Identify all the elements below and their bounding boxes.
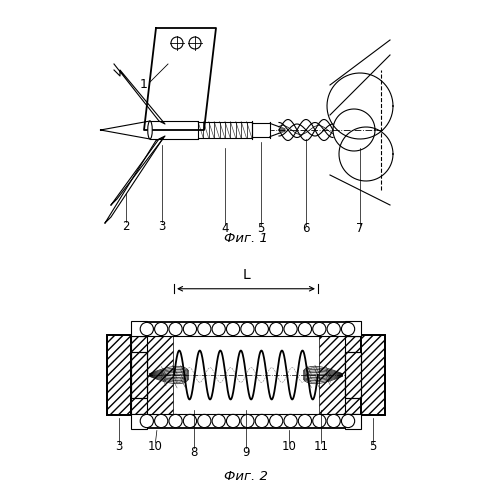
Circle shape: [298, 322, 311, 336]
Circle shape: [169, 414, 182, 428]
Ellipse shape: [148, 121, 152, 139]
Polygon shape: [114, 64, 165, 124]
Circle shape: [270, 322, 283, 336]
Text: 3: 3: [158, 220, 166, 232]
Text: 5: 5: [369, 440, 377, 454]
Circle shape: [184, 414, 196, 428]
Circle shape: [341, 322, 355, 336]
Polygon shape: [144, 28, 216, 130]
Text: 5: 5: [257, 222, 265, 235]
Circle shape: [241, 322, 254, 336]
Text: 9: 9: [242, 446, 250, 459]
Polygon shape: [111, 136, 165, 205]
Text: 1: 1: [140, 78, 148, 92]
Circle shape: [284, 414, 297, 428]
Bar: [131, 352, 147, 398]
Text: 7: 7: [356, 222, 364, 235]
Circle shape: [298, 414, 311, 428]
Circle shape: [184, 322, 196, 336]
Circle shape: [327, 414, 340, 428]
Text: 10: 10: [282, 440, 297, 454]
Circle shape: [198, 322, 211, 336]
Bar: [319, 336, 345, 414]
Polygon shape: [105, 138, 163, 223]
Circle shape: [255, 322, 269, 336]
Text: 3: 3: [115, 440, 123, 454]
Bar: [131, 336, 147, 414]
Circle shape: [212, 322, 225, 336]
Circle shape: [313, 322, 326, 336]
Bar: [345, 321, 361, 336]
Circle shape: [327, 322, 340, 336]
Circle shape: [169, 322, 182, 336]
Bar: [131, 321, 147, 336]
Bar: [131, 352, 147, 398]
Bar: [345, 414, 361, 429]
Circle shape: [270, 414, 283, 428]
Circle shape: [140, 322, 154, 336]
Circle shape: [140, 414, 154, 428]
Bar: [107, 335, 131, 415]
Bar: [345, 336, 361, 414]
Circle shape: [212, 414, 225, 428]
Text: 2: 2: [122, 220, 130, 232]
Polygon shape: [198, 122, 252, 138]
Circle shape: [154, 322, 168, 336]
Text: L: L: [242, 268, 250, 281]
Text: 11: 11: [313, 440, 328, 454]
Circle shape: [313, 414, 326, 428]
Bar: [147, 336, 173, 414]
Bar: [131, 414, 147, 429]
Text: 8: 8: [190, 446, 198, 459]
Circle shape: [341, 414, 355, 428]
Bar: [361, 335, 385, 415]
Bar: [361, 335, 385, 415]
Circle shape: [284, 322, 297, 336]
Text: 10: 10: [148, 440, 163, 454]
Bar: [107, 335, 131, 415]
Text: 4: 4: [221, 222, 229, 235]
Circle shape: [255, 414, 269, 428]
Bar: [345, 352, 361, 398]
Circle shape: [226, 322, 240, 336]
Text: Фиг. 2: Фиг. 2: [224, 470, 268, 483]
Polygon shape: [252, 124, 270, 136]
Text: Фиг. 1: Фиг. 1: [224, 232, 268, 245]
Polygon shape: [100, 121, 150, 139]
Circle shape: [226, 414, 240, 428]
Circle shape: [198, 414, 211, 428]
Polygon shape: [150, 121, 198, 139]
Text: 6: 6: [302, 222, 310, 235]
Circle shape: [154, 414, 168, 428]
Bar: [345, 352, 361, 398]
Circle shape: [241, 414, 254, 428]
